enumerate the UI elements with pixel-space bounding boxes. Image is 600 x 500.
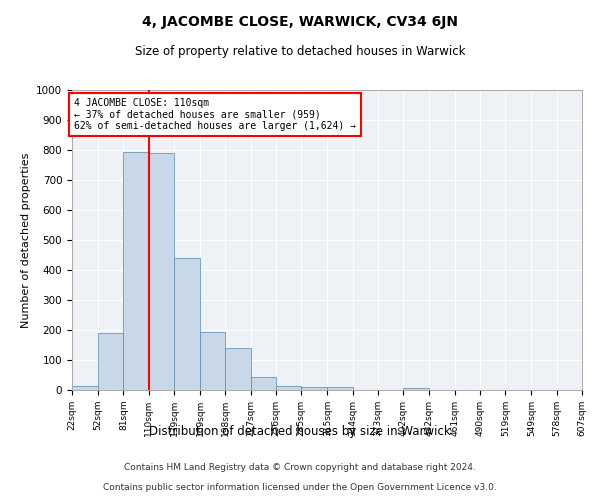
Bar <box>149 153 174 390</box>
Text: 4, JACOMBE CLOSE, WARWICK, CV34 6JN: 4, JACOMBE CLOSE, WARWICK, CV34 6JN <box>142 15 458 29</box>
Text: Contains HM Land Registry data © Crown copyright and database right 2024.: Contains HM Land Registry data © Crown c… <box>124 463 476 472</box>
Bar <box>226 348 251 390</box>
Bar <box>251 376 276 390</box>
Text: Distribution of detached houses by size in Warwick: Distribution of detached houses by size … <box>149 425 451 438</box>
Bar <box>72 386 98 390</box>
Bar <box>403 388 430 390</box>
Bar <box>276 386 301 390</box>
Bar <box>174 258 200 390</box>
Y-axis label: Number of detached properties: Number of detached properties <box>20 152 31 328</box>
Text: 4 JACOMBE CLOSE: 110sqm
← 37% of detached houses are smaller (959)
62% of semi-d: 4 JACOMBE CLOSE: 110sqm ← 37% of detache… <box>74 98 356 130</box>
Bar <box>301 387 328 390</box>
Text: Size of property relative to detached houses in Warwick: Size of property relative to detached ho… <box>135 45 465 58</box>
Bar <box>328 387 353 390</box>
Bar <box>200 332 226 390</box>
Bar <box>98 333 124 390</box>
Bar <box>124 152 149 390</box>
Text: Contains public sector information licensed under the Open Government Licence v3: Contains public sector information licen… <box>103 483 497 492</box>
